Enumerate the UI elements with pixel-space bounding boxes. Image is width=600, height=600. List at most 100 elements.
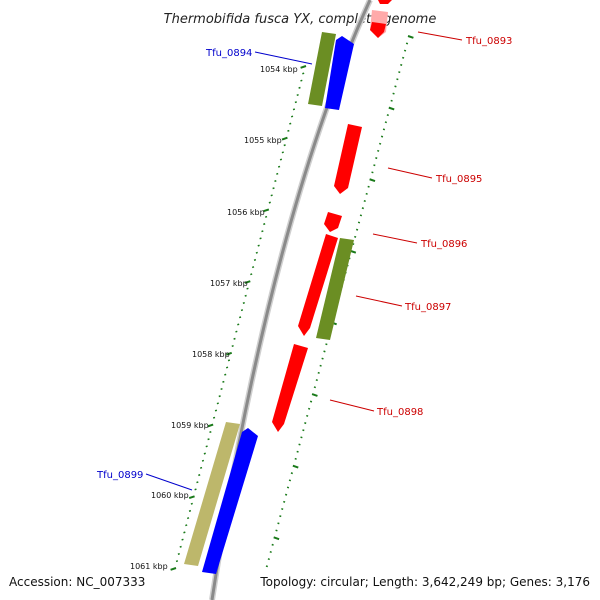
minor-tick (384, 121, 388, 124)
minor-tick (233, 337, 236, 340)
minor-tick (237, 323, 240, 326)
gene-tfu-0894-cog[interactable] (308, 32, 336, 106)
label-tfu-0893[interactable]: Tfu_0893 (465, 36, 512, 47)
minor-tick (218, 395, 221, 398)
scale-label: 1056 kbp (227, 208, 265, 217)
minor-tick (265, 565, 269, 568)
minor-tick (354, 235, 357, 238)
major-tick (281, 136, 288, 141)
minor-tick (231, 344, 234, 347)
minor-tick (288, 479, 292, 482)
scale-ticks-right (265, 35, 414, 568)
minor-tick (216, 402, 219, 405)
minor-tick (302, 429, 305, 432)
scale-label: 1058 kbp (192, 350, 230, 359)
minor-tick (242, 301, 245, 304)
gene-tfu-0897[interactable] (298, 234, 338, 336)
scale-label: 1055 kbp (244, 136, 282, 145)
minor-tick (319, 364, 322, 367)
minor-tick (400, 63, 403, 66)
minor-tick (287, 129, 290, 132)
label-tfu-0896[interactable]: Tfu_0896 (420, 239, 467, 250)
minor-tick (279, 515, 282, 518)
minor-tick (183, 531, 186, 534)
minor-tick (359, 214, 363, 217)
minor-tick (373, 164, 376, 167)
major-tick (207, 423, 214, 428)
gene-tfu-0899[interactable] (202, 428, 258, 574)
scale-label: 1059 kbp (171, 421, 209, 430)
connector-tfu-0898 (329, 399, 375, 412)
minor-tick (207, 438, 210, 441)
major-tick (369, 178, 376, 182)
minor-tick (396, 78, 399, 81)
minor-tick (267, 558, 270, 561)
gene-tfu-0893[interactable] (370, 22, 386, 38)
minor-tick (181, 538, 184, 541)
gene-tfu-0897-cog[interactable] (316, 238, 354, 340)
label-tfu-0897[interactable]: Tfu_0897 (404, 302, 451, 313)
minor-tick (394, 85, 397, 88)
minor-tick (235, 330, 238, 333)
minor-tick (380, 135, 384, 138)
label-tfu-0899[interactable]: Tfu_0899 (96, 470, 143, 481)
minor-tick (240, 309, 244, 312)
minor-tick (294, 101, 297, 104)
scale-label: 1057 kbp (210, 279, 248, 288)
minor-tick (220, 388, 223, 391)
minor-tick (307, 407, 311, 410)
minor-tick (196, 481, 199, 484)
minor-tick (227, 359, 231, 362)
minor-tick (224, 373, 227, 376)
minor-tick (281, 151, 284, 154)
minor-tick (276, 172, 279, 175)
connector-tfu-0897 (355, 295, 403, 307)
minor-tick (296, 93, 299, 96)
gene-tfu-0898[interactable] (272, 344, 308, 432)
gene-tfu-0893-top[interactable] (378, 0, 392, 4)
gene-label-connectors (145, 31, 463, 491)
gene-tfu-0895[interactable] (334, 124, 362, 194)
minor-tick (244, 294, 247, 297)
major-tick (188, 495, 195, 500)
minor-tick (222, 380, 225, 383)
scale-label: 1054 kbp (260, 65, 298, 74)
minor-tick (363, 200, 366, 203)
gene-labels: Tfu_0894 Tfu_0893 Tfu_0895 Tfu_0896 Tfu_… (96, 36, 512, 481)
minor-tick (277, 522, 280, 525)
minor-tick (283, 500, 286, 503)
minor-tick (323, 350, 326, 353)
major-tick (263, 208, 270, 213)
major-tick (300, 65, 307, 69)
minor-tick (203, 452, 206, 455)
minor-tick (292, 108, 296, 111)
minor-tick (251, 266, 255, 269)
minor-tick (300, 436, 303, 439)
minor-tick (198, 474, 201, 477)
minor-tick (405, 42, 409, 45)
accession-text: Accession: NC_007333 (9, 575, 145, 589)
minor-tick (302, 72, 305, 75)
connector-tfu-0893 (417, 31, 463, 41)
gene-tfu-0894[interactable] (325, 36, 354, 110)
minor-tick (313, 386, 317, 389)
minor-tick (264, 215, 268, 218)
connector-tfu-0896 (372, 233, 418, 244)
label-tfu-0898[interactable]: Tfu_0898 (376, 407, 423, 418)
gene-tfu-0896[interactable] (324, 212, 342, 232)
minor-tick (377, 149, 380, 152)
minor-tick (259, 237, 262, 240)
minor-tick (286, 486, 290, 489)
map-title: Thermobifida fusca YX, complete genome (164, 12, 437, 27)
minor-tick (275, 529, 278, 532)
connector-tfu-0899 (145, 473, 193, 491)
minor-tick (277, 165, 281, 168)
minor-tick (272, 187, 275, 190)
gene-tfu-0899-cog[interactable] (184, 422, 240, 566)
label-tfu-0894[interactable]: Tfu_0894 (205, 48, 252, 59)
label-tfu-0895[interactable]: Tfu_0895 (435, 174, 482, 185)
minor-tick (274, 180, 277, 183)
minor-tick (317, 371, 320, 374)
minor-tick (315, 379, 318, 382)
minor-tick (392, 92, 395, 95)
